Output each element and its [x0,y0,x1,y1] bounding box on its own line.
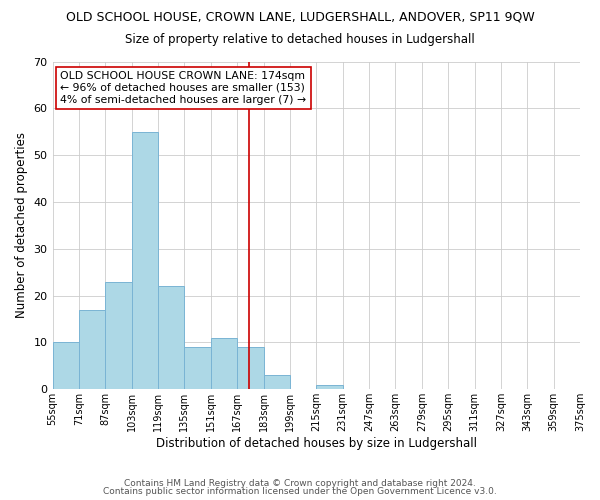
Text: Size of property relative to detached houses in Ludgershall: Size of property relative to detached ho… [125,32,475,46]
Text: Contains public sector information licensed under the Open Government Licence v3: Contains public sector information licen… [103,487,497,496]
Bar [211,338,237,390]
Bar [79,310,105,390]
Text: OLD SCHOOL HOUSE CROWN LANE: 174sqm
← 96% of detached houses are smaller (153)
4: OLD SCHOOL HOUSE CROWN LANE: 174sqm ← 96… [61,72,307,104]
Bar [131,132,158,390]
Bar [316,384,343,390]
Text: OLD SCHOOL HOUSE, CROWN LANE, LUDGERSHALL, ANDOVER, SP11 9QW: OLD SCHOOL HOUSE, CROWN LANE, LUDGERSHAL… [65,10,535,23]
Text: Contains HM Land Registry data © Crown copyright and database right 2024.: Contains HM Land Registry data © Crown c… [124,478,476,488]
Y-axis label: Number of detached properties: Number of detached properties [15,132,28,318]
Bar [105,282,131,390]
Bar [184,347,211,390]
X-axis label: Distribution of detached houses by size in Ludgershall: Distribution of detached houses by size … [156,437,477,450]
Bar [237,347,263,390]
Bar [53,342,79,390]
Bar [158,286,184,390]
Bar [263,375,290,390]
